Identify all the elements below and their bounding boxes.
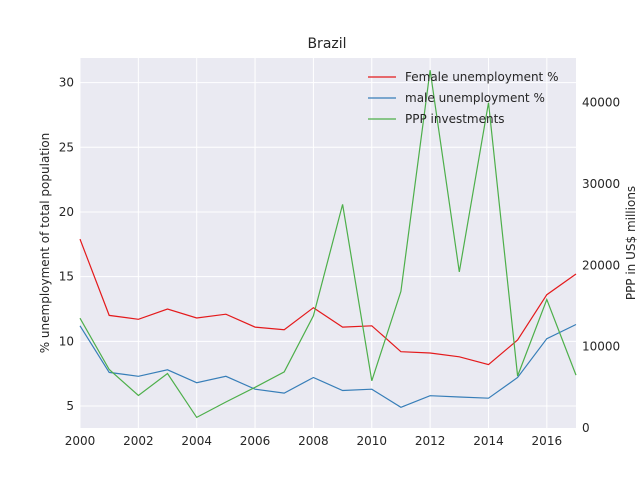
y2-axis-label: PPP in US$ millions bbox=[624, 186, 638, 300]
series-line-0 bbox=[79, 238, 577, 366]
y2-tick-label: 0 bbox=[582, 421, 590, 435]
y-tick-label: 20 bbox=[59, 205, 74, 219]
y2-tick-label: 40000 bbox=[582, 96, 620, 110]
legend: Female unemployment % male unemployment %… bbox=[368, 70, 558, 126]
y2-tick-label: 20000 bbox=[582, 258, 620, 272]
x-tick-label: 2006 bbox=[240, 434, 271, 448]
y2-tick-label: 10000 bbox=[582, 340, 620, 354]
y-tick-label: 10 bbox=[59, 334, 74, 348]
y-tick-label: 5 bbox=[66, 399, 74, 413]
plot-area: 2000 2002 2004 2006 2008 2010 2012 2014 2016 5 10 1… bbox=[59, 58, 620, 448]
x-tick-label: 2000 bbox=[65, 434, 96, 448]
y-tick-label: 30 bbox=[59, 76, 74, 90]
series-line-1 bbox=[79, 323, 577, 408]
y-axis-label: % unemployment of total population bbox=[38, 133, 52, 354]
y-tick-label: 25 bbox=[59, 140, 74, 154]
legend-label: Female unemployment % bbox=[405, 70, 558, 84]
y-tick-label: 15 bbox=[59, 270, 74, 284]
x-tick-label: 2008 bbox=[298, 434, 329, 448]
x-tick-label: 2004 bbox=[181, 434, 212, 448]
chart-title: Brazil bbox=[307, 36, 346, 52]
legend-label: male unemployment % bbox=[405, 91, 545, 105]
x-tick-label: 2012 bbox=[415, 434, 446, 448]
series-line-2 bbox=[79, 70, 577, 419]
x-tick-label: 2014 bbox=[473, 434, 504, 448]
x-tick-label: 2016 bbox=[532, 434, 563, 448]
x-tick-label: 2002 bbox=[123, 434, 154, 448]
x-tick-label: 2010 bbox=[356, 434, 387, 448]
plot-background bbox=[80, 58, 576, 428]
y2-tick-label: 30000 bbox=[582, 177, 620, 191]
legend-label: PPP investments bbox=[405, 112, 505, 126]
